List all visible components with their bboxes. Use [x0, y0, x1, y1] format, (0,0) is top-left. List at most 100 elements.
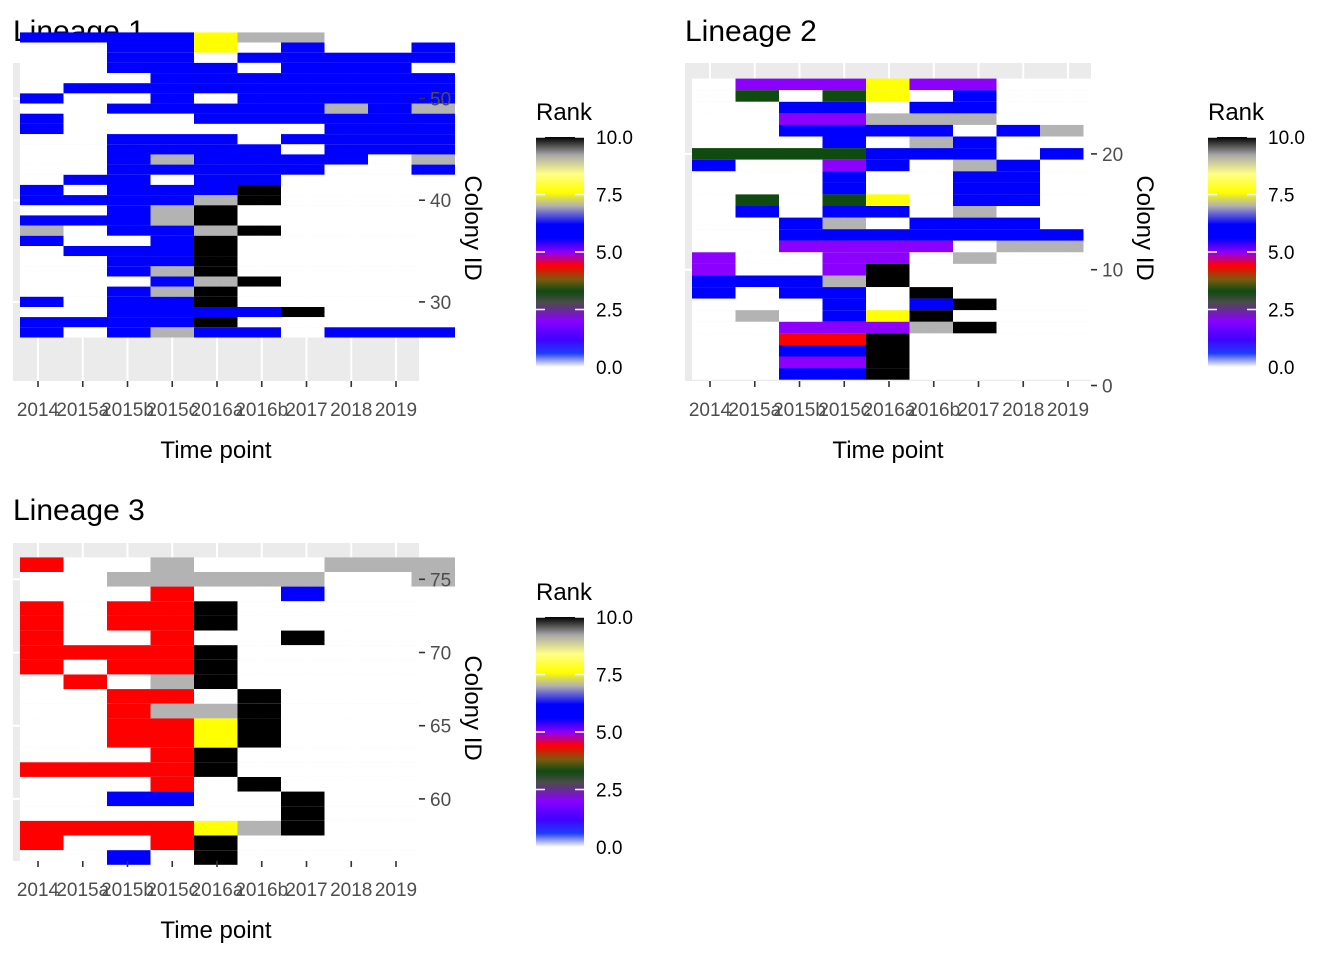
heatmap-cell [996, 275, 1040, 288]
heatmap-cell [953, 90, 997, 102]
heatmap-cell [368, 174, 412, 185]
heatmap-cell [20, 215, 64, 226]
heatmap-cell [63, 718, 107, 733]
heatmap-cell [324, 154, 368, 165]
heatmap-cell [20, 266, 64, 277]
heatmap-cell [368, 103, 412, 114]
x-tick-label: 2014 [17, 400, 60, 421]
heatmap-cell [411, 103, 455, 114]
heatmap-cell [324, 317, 368, 328]
heatmap-cell [692, 124, 736, 137]
heatmap-cell [150, 317, 194, 328]
heatmap-cell [735, 124, 779, 137]
heatmap-cell [779, 113, 823, 125]
heatmap-cell [194, 777, 238, 792]
heatmap-cell [411, 327, 455, 338]
heatmap-cell [107, 747, 151, 763]
heatmap-cell [411, 184, 455, 196]
legend-tick-label: 5.0 [596, 243, 622, 264]
heatmap-cell [411, 154, 455, 165]
heatmap-cell [996, 287, 1040, 299]
heatmap-cell [281, 42, 325, 53]
heatmap-cell [953, 252, 997, 264]
heatmap-cell [324, 174, 368, 185]
heatmap-cell [953, 182, 997, 195]
heatmap-cell [237, 586, 281, 602]
heatmap-cell [866, 229, 910, 241]
heatmap-cell [20, 762, 64, 777]
heatmap-cell [866, 217, 910, 230]
x-tick-label: 2015b [101, 400, 154, 421]
heatmap-cell [237, 246, 281, 257]
heatmap-cell [150, 154, 194, 165]
heatmap-cell [779, 124, 823, 137]
heatmap-cell [63, 246, 107, 257]
heatmap-cell [194, 718, 238, 733]
heatmap-cell [368, 689, 412, 704]
heatmap-cell [20, 296, 64, 307]
heatmap-cell [150, 205, 194, 216]
heatmap-cell [281, 123, 325, 135]
heatmap-cell [779, 287, 823, 299]
heatmap-cell [194, 286, 238, 297]
heatmap-cell [107, 777, 151, 792]
heatmap-cell [281, 276, 325, 287]
heatmap-cell [996, 240, 1040, 253]
heatmap-cell [411, 777, 455, 792]
x-tick-label: 2015b [101, 880, 154, 901]
heatmap-cell [953, 287, 997, 299]
heatmap-cell [735, 252, 779, 264]
heatmap-cell [194, 747, 238, 763]
heatmap-cell [953, 159, 997, 172]
heatmap-cell [1040, 298, 1084, 311]
heatmap-cell [368, 630, 412, 646]
heatmap-cell [20, 184, 64, 196]
legend: Rank 0.0 2.5 5.0 7.5 10.0 [1208, 99, 1305, 379]
heatmap-cell [20, 572, 64, 587]
heatmap-cell [368, 184, 412, 196]
heatmap-cell [411, 134, 455, 145]
heatmap-cell [1040, 136, 1084, 149]
heatmap-cell [779, 252, 823, 264]
heatmap-cell [237, 689, 281, 704]
heatmap-cell [411, 820, 455, 836]
x-tick-label: 2014 [17, 880, 60, 901]
legend-tick-label: 10.0 [1268, 128, 1305, 149]
heatmap-cell [194, 225, 238, 236]
heatmap-cell [63, 83, 107, 94]
heatmap-cell [1083, 287, 1127, 299]
heatmap-cell [281, 777, 325, 792]
heatmap-cell [20, 733, 64, 748]
panel-lineage-1: Lineage 1 20142015a2015b2015c2016a2016b2… [13, 15, 633, 464]
heatmap-cell [237, 83, 281, 94]
y-tick-label: 50 [430, 90, 451, 111]
y-axis-title: Colony ID [459, 175, 486, 280]
heatmap-cell [324, 747, 368, 763]
heatmap-cell [411, 659, 455, 675]
heatmap-cell [194, 835, 238, 851]
heatmap-cell [1083, 368, 1127, 380]
heatmap-cell [368, 601, 412, 616]
heatmap-cell [20, 674, 64, 690]
heatmap-cell [150, 835, 194, 851]
heatmap-cell [692, 90, 736, 102]
heatmap-cell [20, 747, 64, 763]
heatmap-cell [107, 733, 151, 748]
heatmap-cell [150, 256, 194, 267]
heatmap-cell [735, 78, 779, 91]
heatmap-cell [866, 275, 910, 288]
heatmap-cell [107, 689, 151, 704]
heatmap-cell [368, 256, 412, 267]
x-tick-label: 2019 [375, 400, 417, 421]
heatmap-cell [107, 659, 151, 675]
heatmap-cell [692, 194, 736, 206]
heatmap-cell [368, 307, 412, 318]
heatmap-cell [866, 159, 910, 172]
heatmap-cell [107, 235, 151, 246]
heatmap-cell [1083, 90, 1127, 102]
heatmap-cell [237, 256, 281, 267]
heatmap-cell [735, 356, 779, 369]
heatmap-cell [324, 32, 368, 43]
heatmap-cell [692, 263, 736, 276]
heatmap-cell [996, 148, 1040, 160]
